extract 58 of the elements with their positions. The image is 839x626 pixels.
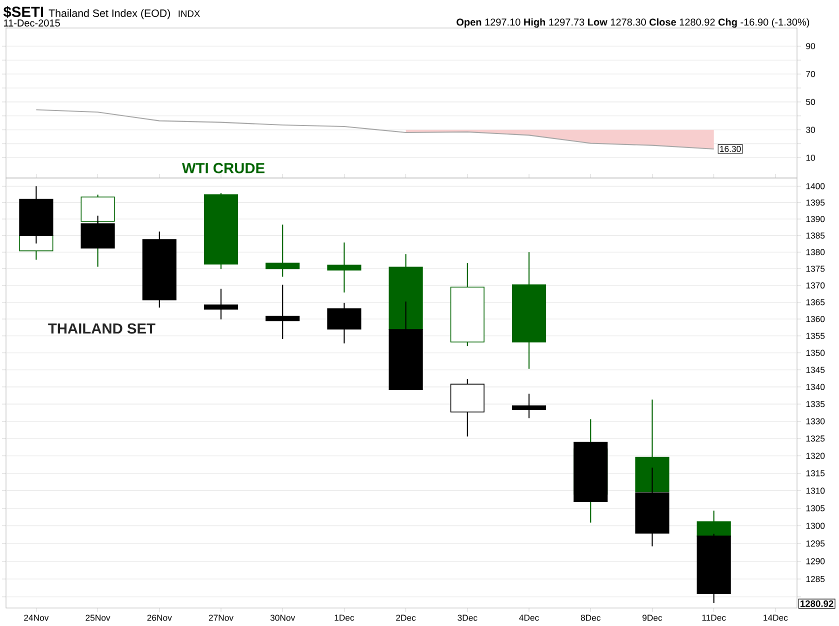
x-tick-label: 25Nov [86, 614, 110, 621]
candlestick [266, 284, 300, 340]
x-tick-label: 1Dec [334, 614, 354, 621]
text: INDX [178, 10, 200, 17]
x-tick-label: 27Nov [208, 614, 234, 621]
series-label: WTI CRUDE [182, 162, 264, 174]
y-tick-label: 30 [806, 126, 816, 133]
y-tick-label: 1295 [806, 540, 825, 547]
y-tick-label: 1355 [806, 332, 825, 339]
y-tick-label: 1300 [806, 522, 825, 529]
y-tick-label: 1375 [806, 266, 825, 272]
y-tick-label: 1320 [806, 452, 825, 459]
y-tick-label: 1310 [806, 488, 825, 494]
y-tick-label: 1370 [806, 282, 825, 289]
x-tick-label: 4Dec [519, 614, 539, 621]
y-tick-label: 1385 [806, 232, 825, 239]
x-tick-label: 3Dec [458, 614, 478, 621]
data-label: 16.30 [720, 146, 741, 152]
y-tick-label: 1345 [806, 366, 825, 373]
y-tick-label: 1390 [806, 216, 825, 222]
x-tick-label: 8Dec [580, 614, 601, 621]
candlestick [266, 224, 300, 278]
y-tick-label: 1330 [806, 418, 825, 424]
candlestick [512, 393, 546, 419]
y-tick-label: 70 [806, 70, 816, 78]
x-tick-label: 9Dec [642, 614, 662, 621]
y-tick-label: 1290 [806, 558, 825, 564]
y-tick-label: 1380 [806, 249, 825, 256]
y-tick-label: 1325 [806, 435, 825, 442]
text: Open 1297.10 High 1297.73 Low 1278.30 Close 1280.92 Chg -16.90 (-1.30%) [456, 18, 810, 28]
line-series [36, 109, 714, 150]
series-label: THAILAND SET [48, 323, 156, 334]
y-tick-label: 1285 [806, 576, 825, 582]
text: 11-Dec-2015 [4, 19, 60, 27]
y-tick-label: 1315 [806, 470, 825, 476]
y-tick-label: 1350 [806, 350, 825, 356]
x-tick-label: 14Dec [764, 614, 788, 621]
y-tick-label: 10 [806, 154, 816, 161]
y-tick-label: 1340 [806, 384, 825, 390]
candlestick [327, 242, 362, 294]
y-tick-label: 90 [806, 43, 816, 50]
x-tick-label: 26Nov [147, 614, 172, 621]
chart-subtitle: Thailand Set Index (EOD) [48, 9, 170, 20]
y-tick-label: 1400 [806, 183, 825, 190]
y-tick-label: 1305 [806, 505, 825, 512]
y-tick-label: 1365 [806, 299, 825, 306]
y-tick-label: 1335 [806, 401, 825, 408]
x-tick-label: 30Nov [270, 614, 296, 621]
chart-title: $SETI [3, 6, 44, 18]
candlestick [204, 288, 238, 320]
y-tick-label: 50 [806, 98, 816, 106]
x-tick-label: 11Dec [702, 614, 726, 621]
x-tick-label: 24Nov [24, 614, 49, 621]
x-tick-label: 2Dec [396, 614, 416, 621]
y-tick-label: 1360 [806, 316, 825, 322]
text: 1280.92 [800, 600, 834, 607]
candlestick [80, 194, 115, 268]
y-tick-label: 1395 [806, 200, 825, 206]
